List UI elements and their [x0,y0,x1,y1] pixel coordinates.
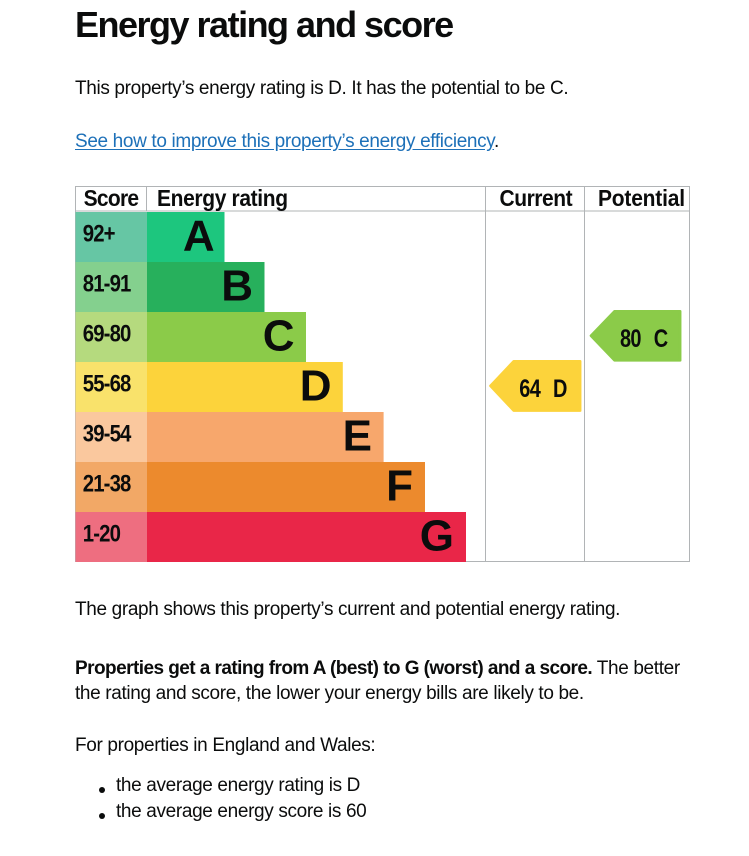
svg-text:92+: 92+ [83,220,116,247]
svg-text:1-20: 1-20 [83,520,121,547]
svg-text:80: 80 [620,324,641,353]
svg-text:Current: Current [500,186,574,211]
svg-text:D: D [553,374,567,403]
svg-text:B: B [221,262,253,311]
svg-text:Score: Score [84,186,139,211]
svg-text:F: F [386,462,413,511]
svg-text:Energy rating: Energy rating [157,186,288,211]
svg-text:55-68: 55-68 [83,370,131,397]
svg-text:C: C [263,312,295,361]
svg-text:A: A [183,212,215,261]
svg-text:21-38: 21-38 [83,470,131,497]
svg-text:69-80: 69-80 [83,320,131,347]
svg-text:C: C [654,324,668,353]
svg-text:D: D [300,362,332,411]
svg-text:G: G [420,512,454,561]
svg-text:81-91: 81-91 [83,270,131,297]
svg-text:Potential: Potential [598,186,685,211]
svg-text:64: 64 [519,374,541,403]
svg-text:E: E [343,412,372,461]
svg-text:39-54: 39-54 [83,420,132,447]
